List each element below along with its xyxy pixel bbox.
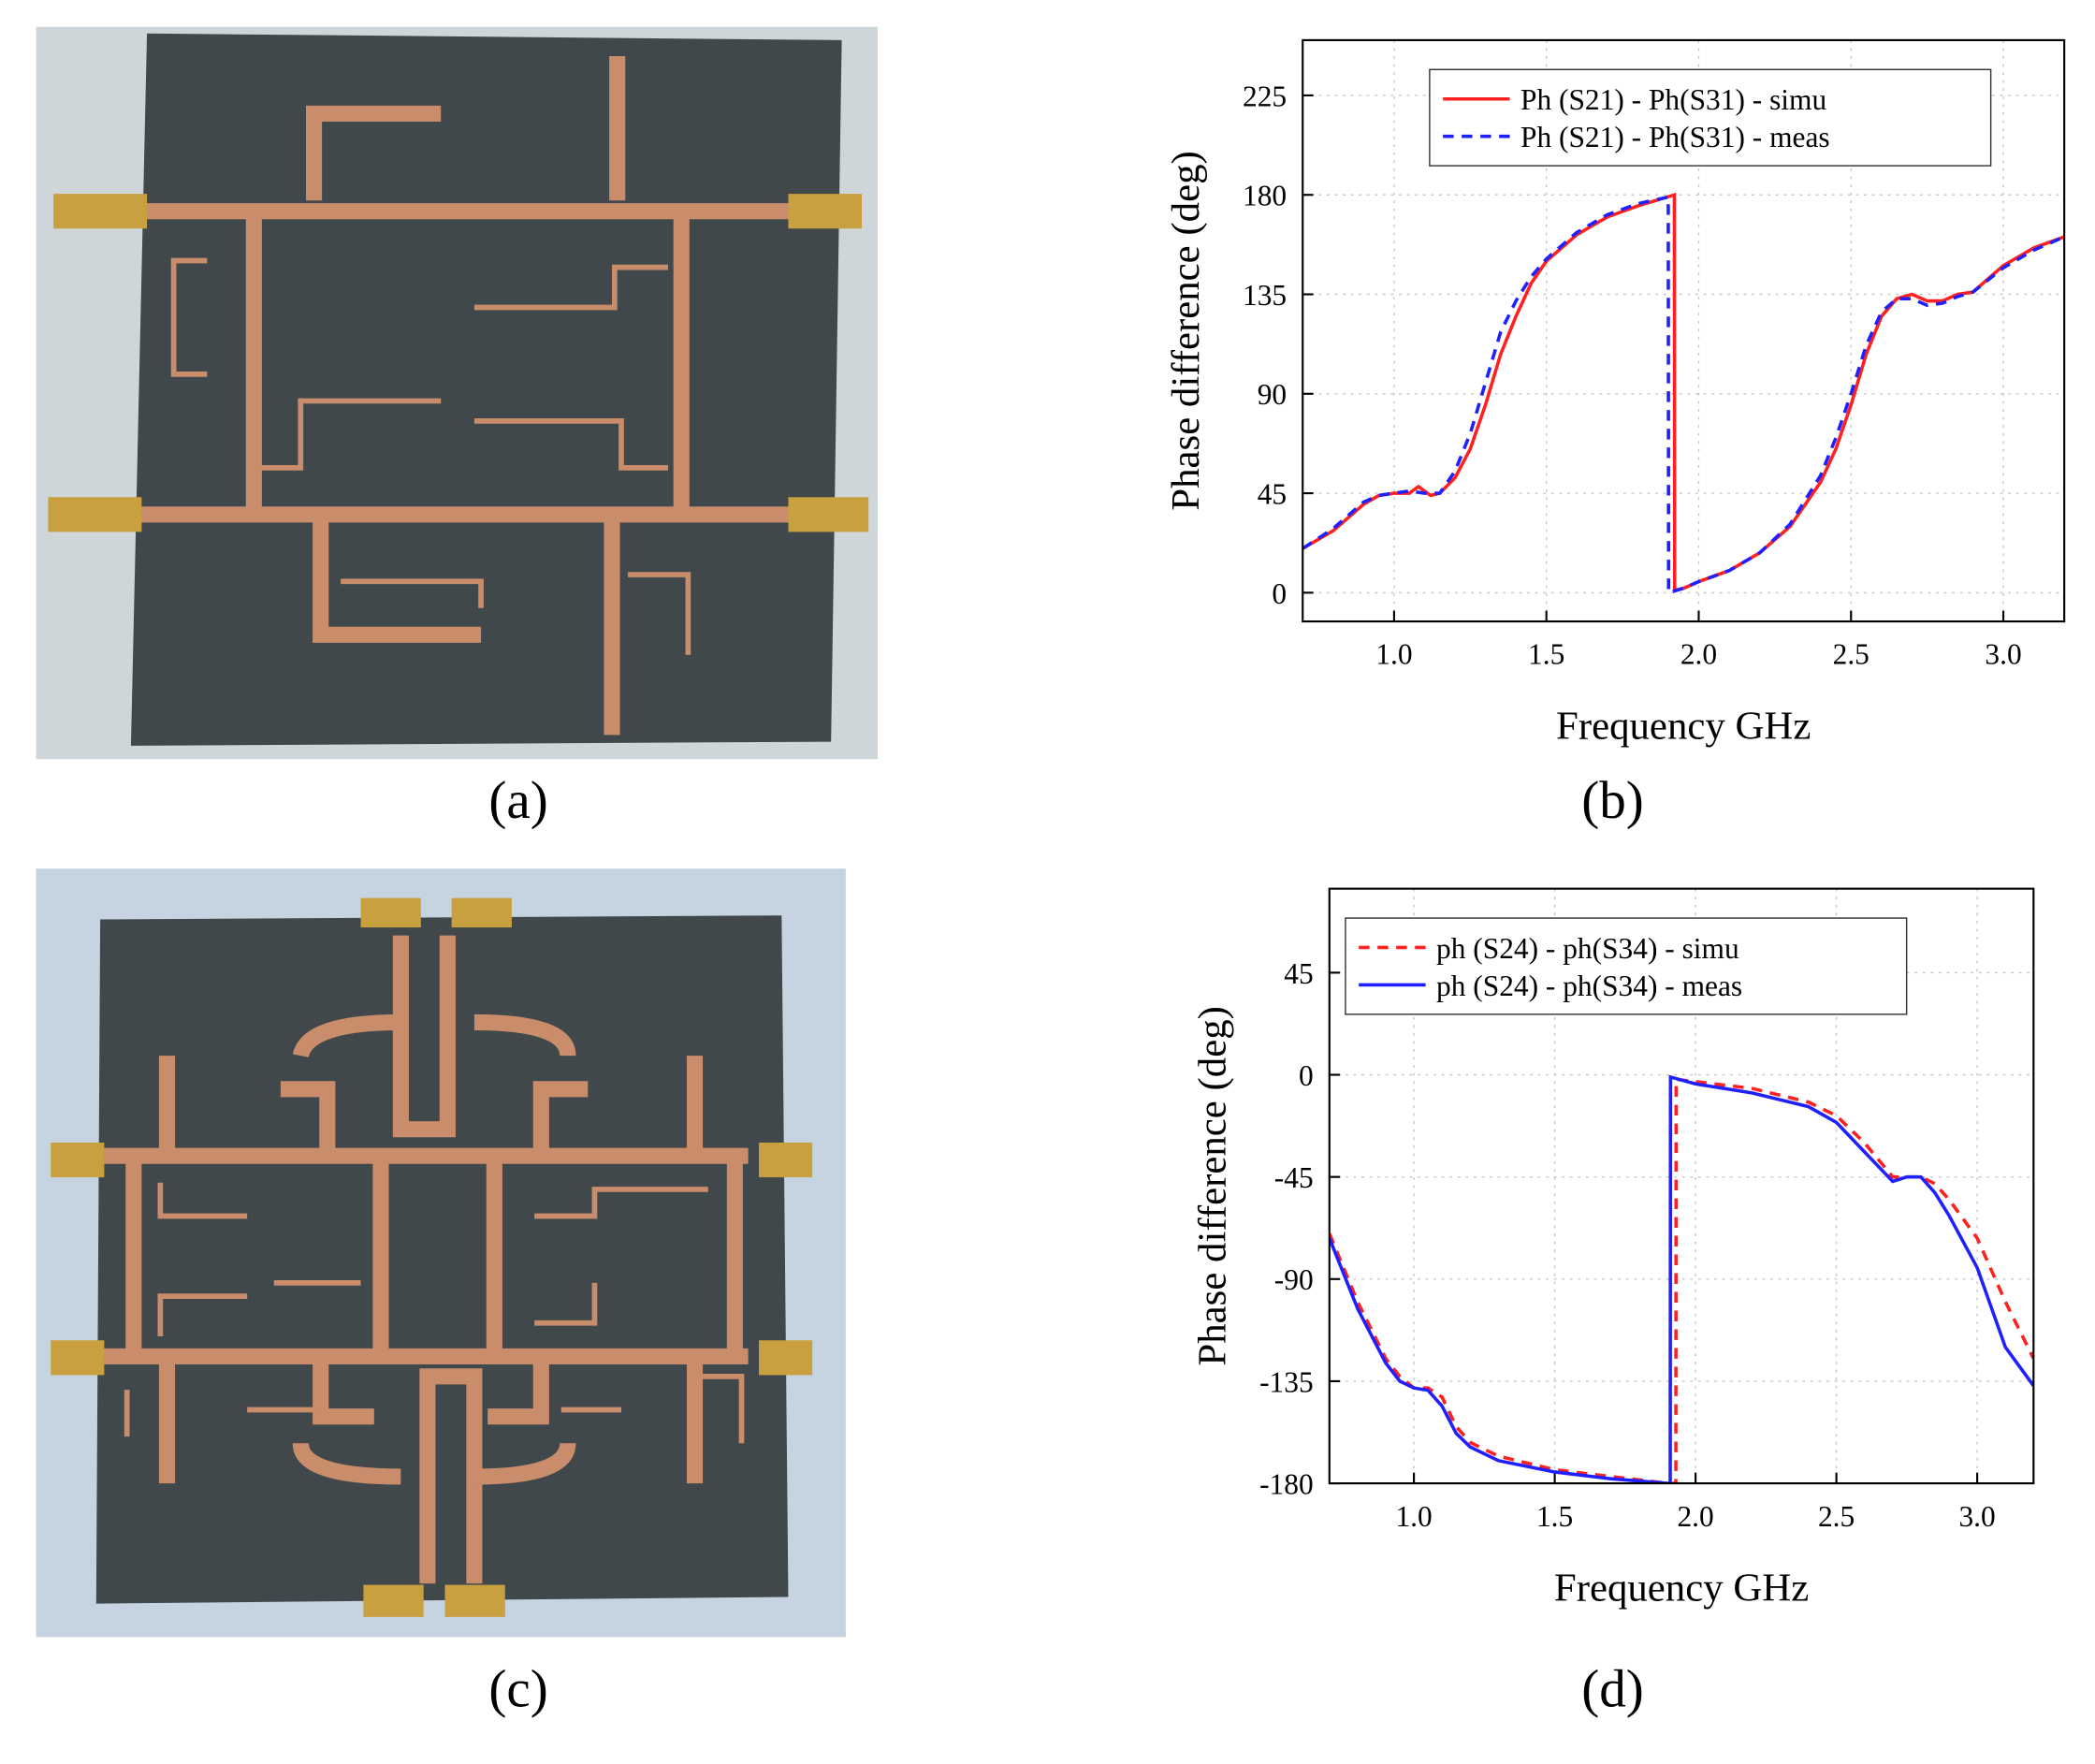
- x-tick-label: 1.0: [1395, 1500, 1432, 1533]
- caption: (a): [488, 771, 547, 830]
- y-tick-label: 0: [1299, 1059, 1314, 1092]
- x-tick-label: 1.5: [1536, 1500, 1573, 1533]
- legend-box: [1345, 917, 1908, 1015]
- y-tick-label: 225: [1243, 80, 1287, 112]
- y-tick-label: -90: [1274, 1263, 1314, 1296]
- series-line: [1329, 1074, 2034, 1484]
- y-tick-label: 45: [1284, 957, 1313, 990]
- y-axis-label: Phase difference (deg): [1164, 151, 1208, 510]
- y-tick-label: 180: [1243, 180, 1287, 212]
- series-line: [1329, 1077, 2034, 1484]
- y-tick-label: -180: [1259, 1467, 1314, 1500]
- y-tick-label: 135: [1243, 279, 1287, 312]
- legend-label: ph (S24) - ph(S34) - simu: [1436, 932, 1739, 965]
- caption: (d): [1581, 1660, 1644, 1719]
- y-tick-label: 90: [1258, 378, 1287, 411]
- series-line: [1302, 195, 2065, 595]
- x-tick-label: 2.5: [1833, 638, 1869, 671]
- legend-box: [1429, 68, 1992, 167]
- photo-c: [36, 868, 846, 1638]
- x-tick-label: 3.0: [1985, 638, 2021, 671]
- x-tick-label: 2.0: [1680, 638, 1717, 671]
- y-tick-label: 0: [1272, 577, 1287, 610]
- y-tick-label: -45: [1274, 1161, 1314, 1194]
- legend-label: Ph (S21) - Ph(S31) - meas: [1520, 121, 1830, 153]
- plot-frame: [1302, 38, 2066, 623]
- x-tick-label: 1.5: [1528, 638, 1564, 671]
- x-tick-label: 3.0: [1958, 1500, 1995, 1533]
- x-tick-label: 2.5: [1818, 1500, 1855, 1533]
- caption: (c): [488, 1660, 547, 1719]
- y-tick-label: 45: [1258, 477, 1287, 510]
- series-line: [1302, 192, 2065, 593]
- legend-label: Ph (S21) - Ph(S31) - simu: [1520, 83, 1826, 116]
- caption: (b): [1581, 771, 1644, 830]
- plot-frame: [1328, 887, 2035, 1485]
- x-tick-label: 2.0: [1677, 1500, 1713, 1533]
- legend-label: ph (S24) - ph(S34) - meas: [1436, 969, 1742, 1002]
- x-axis-label: Frequency GHz: [1556, 705, 1811, 749]
- y-axis-label: Phase difference (deg): [1190, 1006, 1234, 1365]
- y-tick-label: -135: [1259, 1365, 1314, 1398]
- photo-a: [36, 26, 879, 760]
- x-axis-label: Frequency GHz: [1554, 1567, 1809, 1611]
- x-tick-label: 1.0: [1375, 638, 1412, 671]
